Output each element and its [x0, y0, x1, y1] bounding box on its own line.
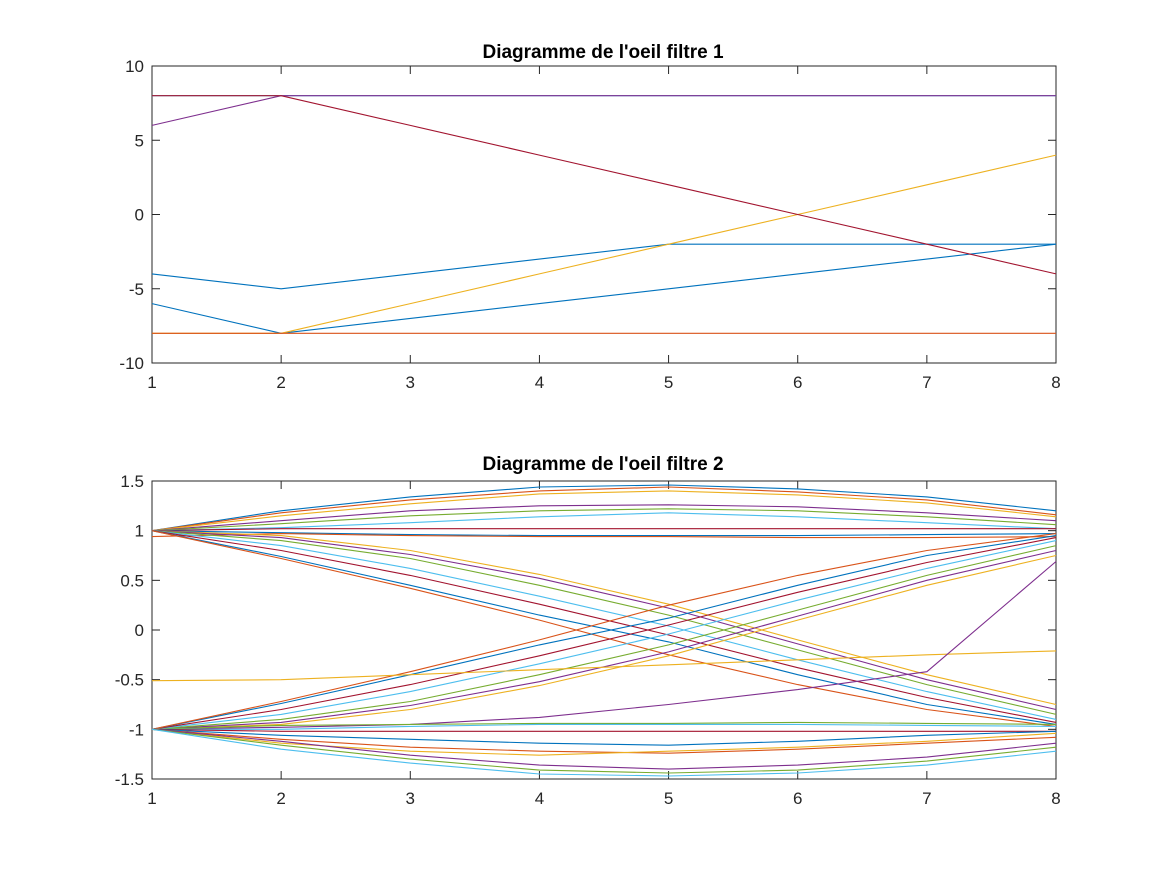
x-tick-label: 1: [147, 789, 156, 808]
series-line-7: [151, 528, 1056, 532]
series-line-2: [151, 243, 1057, 334]
y-tick-label: 1: [135, 522, 144, 541]
series-line-12: [151, 530, 1057, 715]
series-line-29: [151, 728, 1057, 746]
x-tick-label: 6: [793, 789, 802, 808]
series-line-1: [151, 243, 1056, 290]
chart-title-filtre-1: Diagramme de l'oeil filtre 1: [482, 42, 723, 63]
x-tick-label: 5: [664, 373, 673, 392]
y-tick-label: -10: [119, 354, 144, 373]
series-line-26: [151, 721, 1057, 730]
series-line-16: [151, 530, 1057, 727]
series-line-23: [151, 533, 1057, 730]
series-line-5: [151, 508, 1057, 532]
subplot-filtre-2: Diagramme de l'oeil filtre 2 1 2 3 4 5 6 7 8 1.5…: [115, 454, 1061, 808]
series-line-6: [151, 512, 1057, 532]
y-tick-label: -5: [129, 280, 144, 299]
y-tick-label: -1.5: [115, 770, 144, 789]
series-line-34: [151, 728, 1057, 777]
x-tick-label: 8: [1051, 789, 1060, 808]
series-line-27: [152, 723, 1057, 730]
chart-title-filtre-2: Diagramme de l'oeil filtre 2: [482, 454, 723, 475]
axes-box-filtre-2: [151, 480, 1057, 780]
series-line-14: [151, 530, 1057, 723]
x-tick-label: 5: [664, 789, 673, 808]
x-tick-label: 4: [535, 373, 544, 392]
series-line-8: [151, 530, 1057, 537]
x-tick-label: 8: [1051, 373, 1060, 392]
series-line-13: [151, 530, 1057, 720]
series-line-22: [151, 535, 1057, 730]
x-tick-label: 3: [406, 789, 415, 808]
series-line-24: [151, 650, 1057, 682]
series-line-19: [151, 545, 1057, 730]
series-line-31: [151, 728, 1057, 756]
series-line-32: [151, 728, 1057, 770]
series-line-7: [152, 95, 1057, 275]
series-line-4: [151, 504, 1057, 532]
x-tick-label: 7: [922, 373, 931, 392]
series-group-filtre-1: [151, 95, 1057, 334]
series-line-11: [151, 530, 1057, 711]
ticks-filtre-1: 1 2 3 4 5 6 7 8 10 5 0 -5 -10: [119, 57, 1060, 392]
series-line-6: [151, 95, 1056, 126]
x-tick-label: 6: [793, 373, 802, 392]
series-line-17: [151, 554, 1057, 730]
y-tick-label: 10: [125, 57, 144, 76]
series-line-25: [151, 561, 1057, 730]
x-tick-label: 2: [276, 373, 285, 392]
subplot-filtre-1: Diagramme de l'oeil filtre 1 1 2 3 4 5 6 7 8 10 5…: [119, 42, 1060, 392]
series-line-9: [151, 533, 1057, 539]
series-group-filtre-2: [151, 484, 1057, 777]
series-line-10: [151, 530, 1057, 706]
series-line-30: [151, 728, 1057, 754]
series-line-20: [151, 540, 1057, 730]
series-line-28: [151, 728, 1056, 732]
y-tick-label: 0: [135, 621, 144, 640]
series-line-3: [151, 490, 1057, 532]
x-tick-label: 7: [922, 789, 931, 808]
y-tick-label: 0.5: [120, 571, 144, 590]
y-tick-label: -0.5: [115, 671, 144, 690]
y-tick-label: 0: [135, 206, 144, 225]
y-tick-label: 5: [135, 131, 144, 150]
x-tick-label: 3: [406, 373, 415, 392]
ticks-filtre-2: 1 2 3 4 5 6 7 8 1.5 1 0.5 0 -0.5 -1 -1.5: [115, 472, 1061, 808]
series-line-2: [151, 486, 1057, 532]
x-tick-label: 2: [276, 789, 285, 808]
series-line-15: [151, 530, 1057, 725]
series-line-21: [151, 537, 1057, 730]
series-line-33: [151, 728, 1057, 774]
axes-box-filtre-1: [151, 65, 1057, 364]
x-tick-label: 1: [147, 373, 156, 392]
y-tick-label: 1.5: [120, 472, 144, 491]
x-tick-label: 4: [535, 789, 544, 808]
series-line-1: [151, 484, 1057, 532]
y-tick-label: -1: [129, 720, 144, 739]
series-line-3: [152, 154, 1057, 334]
